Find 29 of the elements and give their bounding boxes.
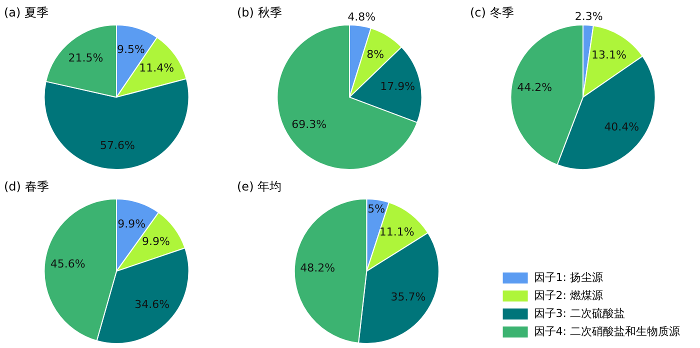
data-label: 40.4% <box>604 120 640 134</box>
data-label: 9.5% <box>116 43 145 56</box>
data-label: 17.9% <box>380 80 416 94</box>
chart-title: (c) 冬季 <box>470 5 514 20</box>
chart-title: (a) 夏季 <box>4 5 49 20</box>
data-label: 34.6% <box>134 298 170 311</box>
data-label: 11.1% <box>379 225 414 238</box>
data-label: 69.3% <box>292 118 327 132</box>
data-label: 9.9% <box>142 234 170 248</box>
chart-title: (d) 春季 <box>4 179 49 194</box>
data-label: 57.6% <box>100 139 135 152</box>
data-label: 45.6% <box>50 257 86 270</box>
data-label: 5% <box>368 202 386 216</box>
data-label: 11.4% <box>139 62 174 75</box>
data-label: 9.9% <box>118 217 146 230</box>
data-label: 2.3% <box>574 10 603 23</box>
data-label: 48.2% <box>300 261 336 274</box>
data-label: 35.7% <box>390 290 426 304</box>
legend-label: 因子2: 燃煤源 <box>534 288 603 302</box>
data-label: 44.2% <box>517 81 552 94</box>
data-label: 13.1% <box>591 48 626 62</box>
legend-label: 因子1: 扬尘源 <box>534 270 603 284</box>
data-label: 4.8% <box>348 10 376 24</box>
data-label: 8% <box>366 48 384 62</box>
chart-title: (e) 年均 <box>237 179 282 194</box>
legend-label: 因子3: 二次硫酸盐 <box>534 306 625 320</box>
legend-label: 因子4: 二次硝酸盐和生物质源 <box>534 324 680 338</box>
chart-title: (b) 秋季 <box>237 5 282 20</box>
data-label: 21.5% <box>68 52 104 65</box>
